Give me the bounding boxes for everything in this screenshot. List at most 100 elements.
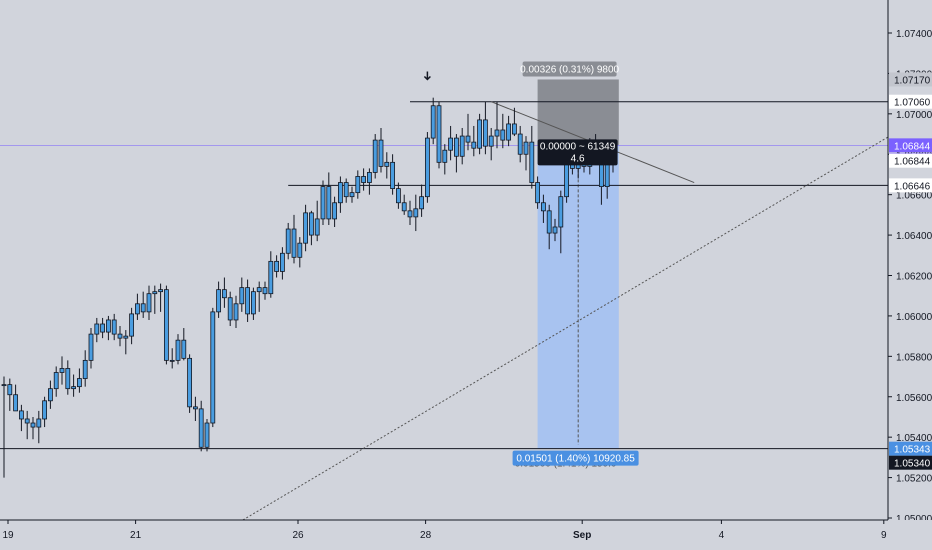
price-tag-label: 1.06646 [894,181,931,192]
candle-body [523,141,529,155]
candle-body [390,161,396,190]
candle-body [372,139,378,173]
candle-body [303,212,309,244]
candle-body [274,260,280,272]
candle-body [250,291,256,315]
price-tag-label: 1.05343 [894,445,931,456]
candle-body [378,139,384,167]
candle-body [140,303,146,313]
candle-body [343,182,349,198]
candle-body [488,135,494,147]
candle-body [477,119,483,149]
price-tag-label: 1.06844 [894,141,931,152]
candle-body [401,202,407,212]
candle-body [366,172,372,183]
candle-body [517,133,523,155]
time-tick-label: 21 [130,530,142,541]
candle-body [13,394,19,412]
candle-body [453,137,459,157]
candle-body [332,202,338,220]
candle-body [198,408,204,448]
candle-body [424,137,430,198]
target-label-box [512,450,639,466]
stop-label: 0.00326 (0.31%) 9800 [520,64,619,75]
stop-label-box [522,61,617,77]
price-tag [889,153,932,168]
candle-body [262,287,268,295]
candle-body [77,378,82,388]
candle-body [512,123,517,135]
candle-body [442,149,448,163]
candle-body [291,228,297,258]
entry-label-box [537,139,618,166]
candle-body [395,188,401,204]
target-label: 0.01501 (1.40%) 10920.85 [516,454,635,465]
candle-body [65,368,71,390]
candle-body [146,293,152,313]
candle-body [48,388,53,402]
time-tick-label: 26 [292,530,304,541]
candle-body [448,137,454,151]
price-tag [889,178,932,193]
price-tick-label: 1.06200 [896,272,932,283]
candle-body [361,176,367,183]
candle-body [7,384,13,396]
candle-body [535,182,540,204]
price-tag [889,72,932,87]
candle-body [163,289,169,361]
candle-body [106,319,111,333]
candle-body [169,359,175,362]
candle-body [227,297,233,321]
price-tag [889,441,932,456]
time-tick-label: 4 [719,530,725,541]
price-tick-label: 1.05200 [896,474,932,485]
candle-body [18,410,24,420]
candle-body [24,418,30,424]
candle-body [384,161,390,167]
candle-body [181,339,187,359]
time-tick-label: 28 [420,530,432,541]
candle-body [53,372,59,390]
stop-loss-zone [537,79,619,146]
candle-body [459,135,465,157]
candle-body [129,313,135,337]
candle-body [192,406,198,410]
candle-body [88,333,94,361]
price-tick-label: 1.06400 [896,231,932,242]
price-tick-label: 1.05600 [896,393,932,404]
candle-body [494,129,500,137]
entry-label: 0.00000 ~ 61349 [540,141,616,152]
candle-body [546,210,552,234]
price-tag [889,455,932,470]
candle-body [604,161,610,187]
candle-body [36,418,42,428]
price-tag-label: 1.05340 [894,459,931,470]
candle-body [42,400,47,420]
candle-body [326,186,332,220]
time-tick-label: 9 [881,530,887,541]
candle-body [430,105,436,139]
price-tag-label: 1.06844 [894,157,931,168]
entry-label-size: 4.6 [571,153,585,164]
candle-body [158,289,164,293]
candle-body [111,319,117,335]
candle-body [314,218,320,236]
price-tick-label: 1.07000 [896,110,932,121]
price-tick-label: 1.05800 [896,352,932,363]
candle-body [413,208,419,218]
candle-body [117,333,123,339]
candle-body [1,384,7,387]
candle-body [216,289,222,313]
candle-body [529,141,535,183]
candle-body [279,252,285,272]
price-tick-label: 1.07400 [896,29,932,40]
candle-body [506,123,512,141]
candle-body [419,196,425,210]
candle-body [349,192,355,198]
candle-body [204,422,210,448]
price-tick-label: 1.05400 [896,433,932,444]
candle-body [337,182,343,204]
candle-body [320,186,326,220]
candle-body [256,287,262,293]
